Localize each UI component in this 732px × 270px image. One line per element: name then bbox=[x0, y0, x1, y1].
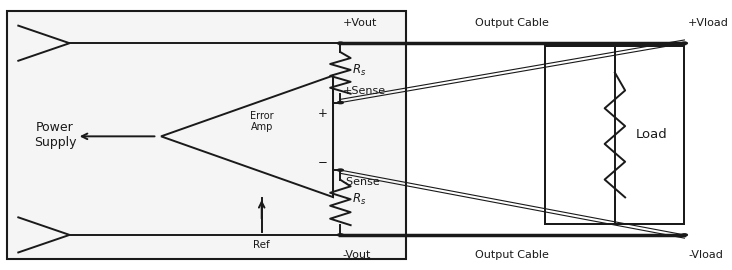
Bar bbox=[545, 46, 684, 224]
Text: +Vload: +Vload bbox=[688, 18, 729, 28]
Text: +: + bbox=[318, 107, 327, 120]
Text: +Sense: +Sense bbox=[343, 86, 386, 96]
Circle shape bbox=[681, 42, 687, 44]
Circle shape bbox=[337, 234, 343, 236]
Text: Output Cable: Output Cable bbox=[476, 250, 549, 260]
Text: $R_s$: $R_s$ bbox=[352, 192, 367, 207]
Circle shape bbox=[337, 169, 343, 171]
Text: -Vload: -Vload bbox=[688, 250, 723, 260]
Text: -Sense: -Sense bbox=[343, 177, 381, 187]
Circle shape bbox=[337, 42, 343, 44]
Text: Power
Supply: Power Supply bbox=[34, 121, 76, 149]
Text: −: − bbox=[318, 156, 327, 169]
Circle shape bbox=[681, 234, 687, 236]
Text: Load: Load bbox=[635, 129, 667, 141]
Polygon shape bbox=[161, 76, 333, 197]
Circle shape bbox=[337, 102, 343, 104]
Bar bbox=[7, 11, 406, 259]
Text: -Vout: -Vout bbox=[343, 250, 371, 260]
Text: $R_s$: $R_s$ bbox=[352, 63, 367, 78]
Text: +Vout: +Vout bbox=[343, 18, 377, 28]
Text: Output Cable: Output Cable bbox=[476, 18, 549, 28]
Text: Error
Amp: Error Amp bbox=[250, 111, 274, 132]
Text: Ref: Ref bbox=[253, 240, 270, 250]
